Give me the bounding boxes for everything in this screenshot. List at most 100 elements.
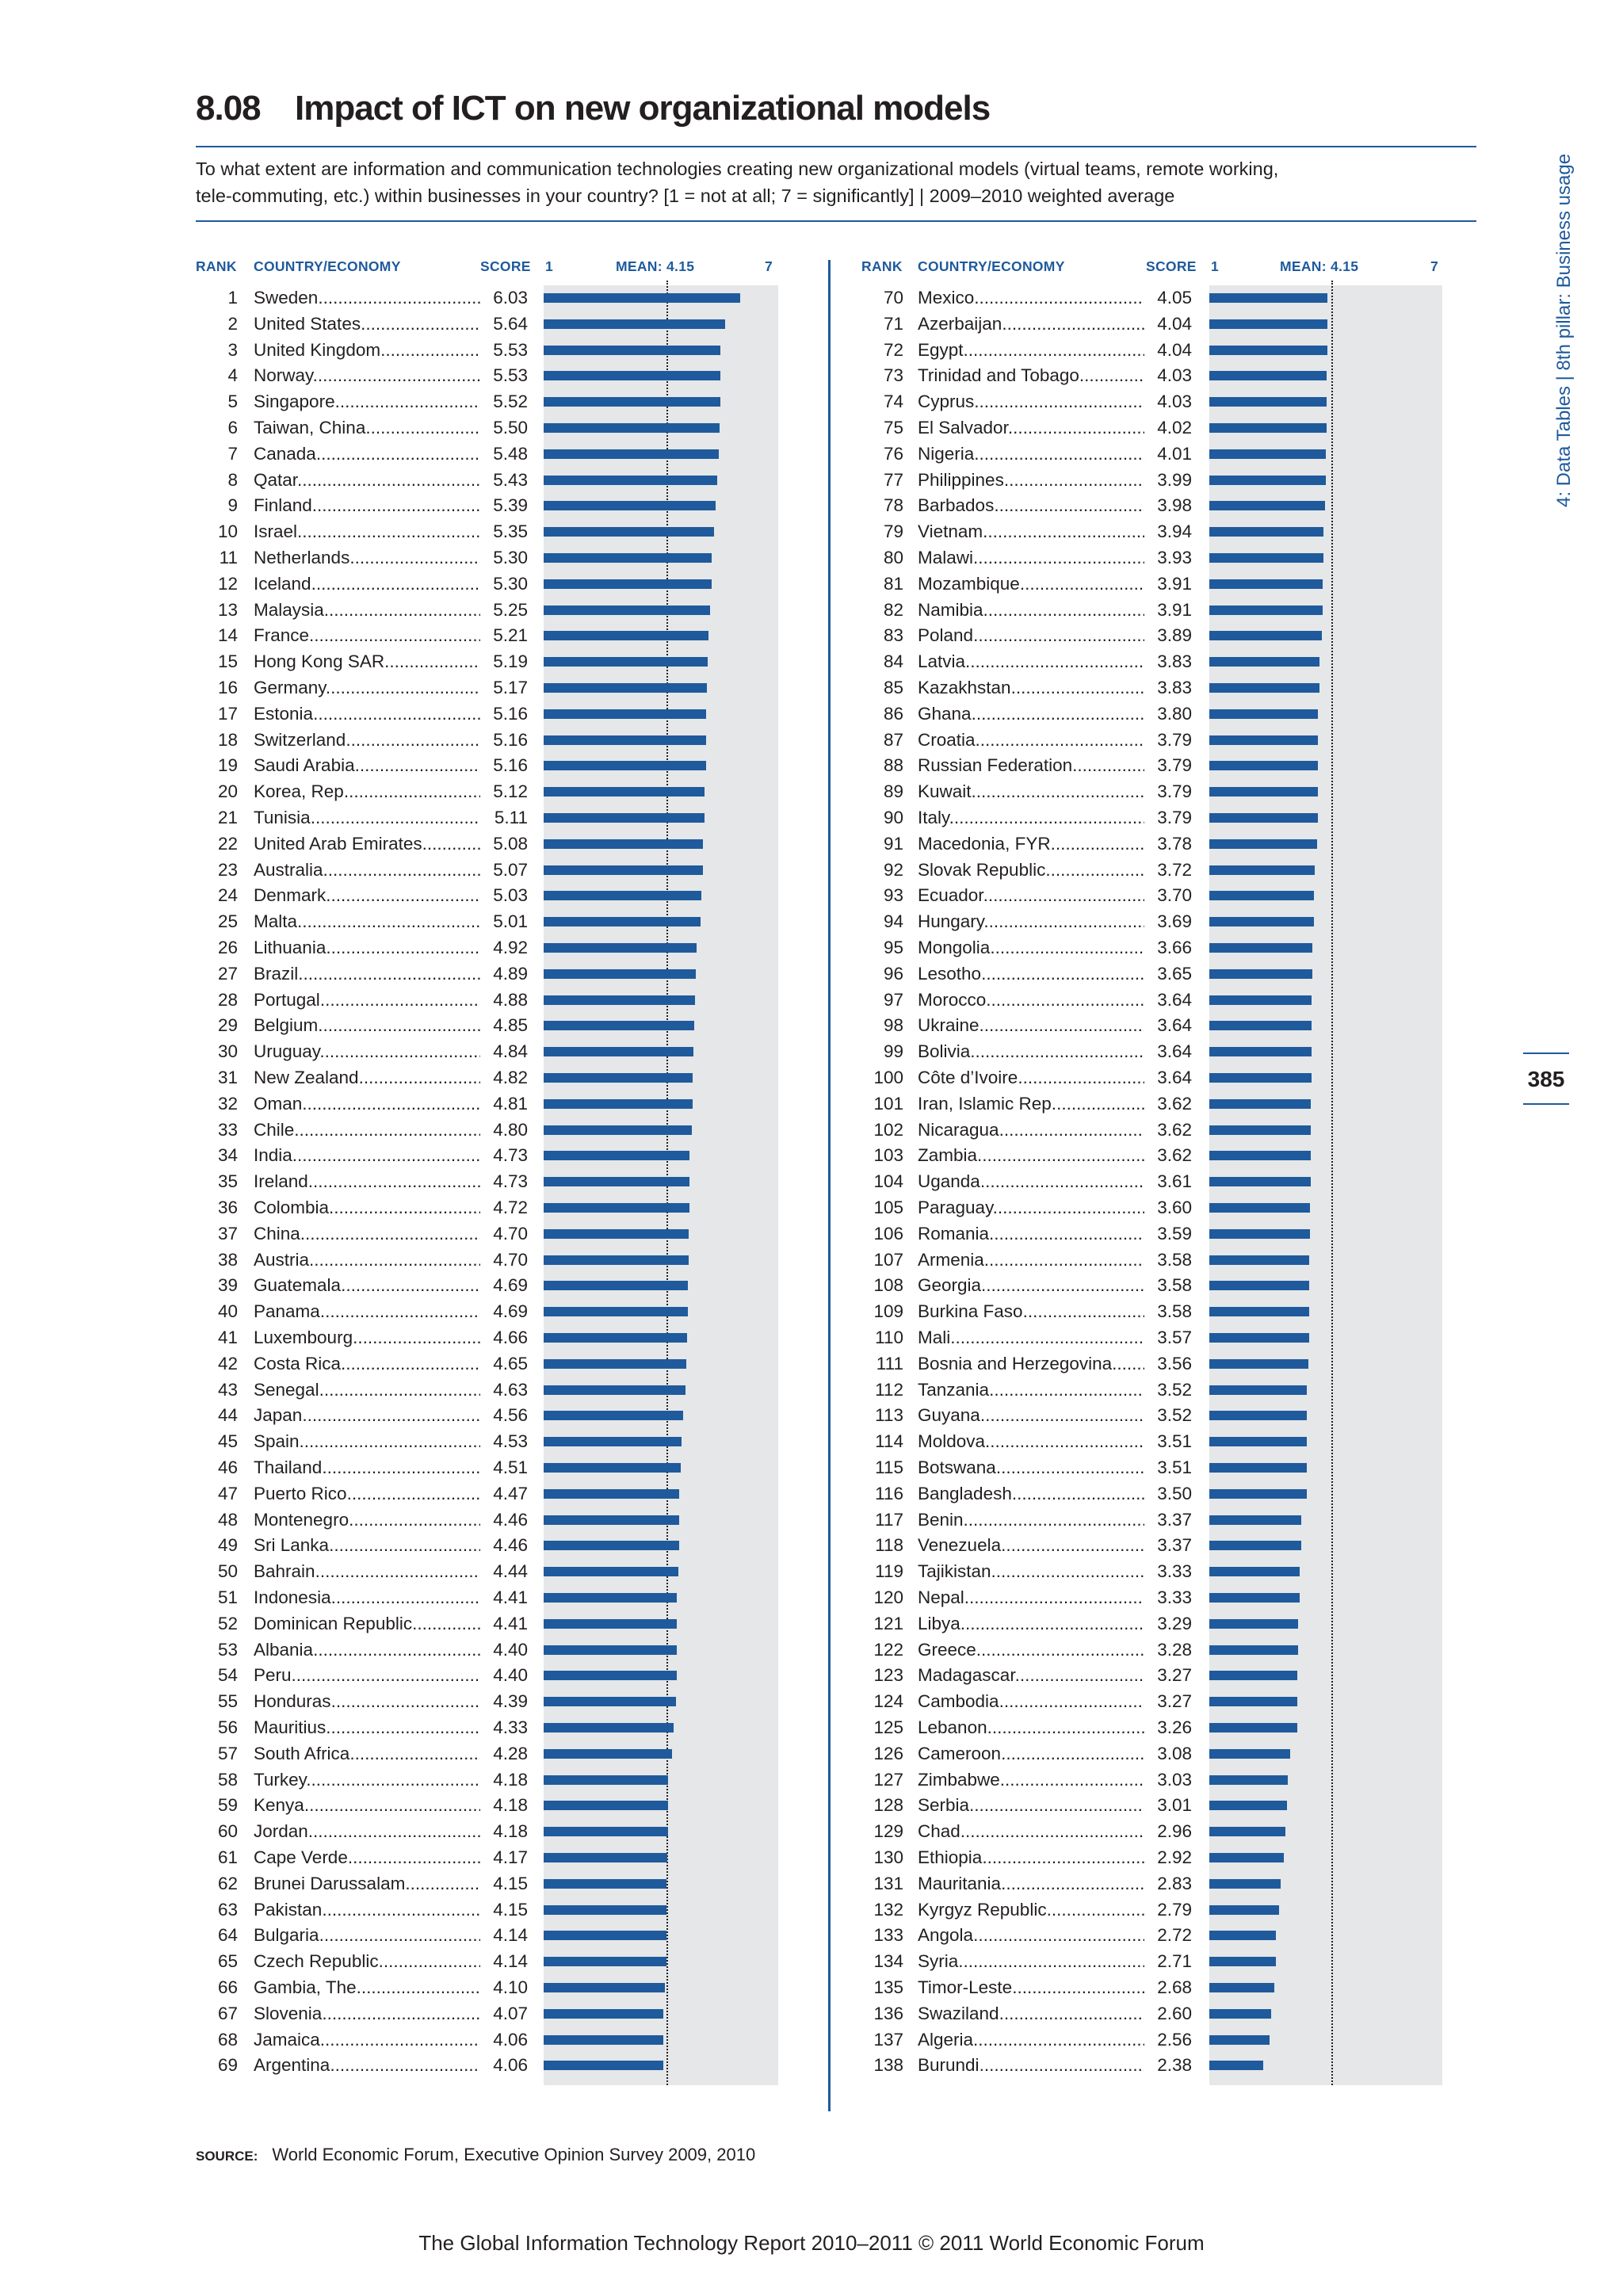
score-bar [1209,1827,1286,1837]
score-cell: 4.53 [480,1428,528,1455]
leader-dots: ........................................… [973,548,1148,567]
rank-cell: 28 [217,989,238,1010]
rank-cell: 93 [883,885,903,906]
table-row: 132 Kyrgyz Republic......................… [0,1896,1623,1923]
table-row: 131 Mauritania...........................… [0,1870,1623,1897]
score-cell: 3.64 [1144,986,1192,1013]
rank-cell: 21 [217,808,238,827]
country-cell: South Africa............................… [254,1740,483,1767]
page-number-rule-bottom [1523,1103,1569,1105]
country-cell: Norway..................................… [254,362,483,388]
score-bar [1209,527,1324,537]
score-bar [544,1904,667,1915]
score-cell: 4.39 [480,1688,528,1715]
table-row: 88 Russian Federation....................… [0,752,1623,779]
leader-dots: ........................................… [307,1821,483,1842]
rank-cell: 8 [227,469,238,490]
rank-cell: 121 [873,1613,903,1633]
leader-dots: ........................................… [999,1691,1148,1712]
column-divider [828,260,831,2111]
leader-dots: ........................................… [982,1847,1148,1867]
rank-cell: 39 [217,1275,238,1296]
rank-cell: 111 [876,1353,903,1373]
rank-cell: 134 [873,1951,903,1972]
leader-dots: ........................................… [349,1509,483,1530]
country-cell: Portugal................................… [254,987,483,1013]
table-row: 14 France................................… [0,622,1623,649]
score-cell: 3.51 [1144,1428,1192,1455]
country-name: Chad [918,1821,960,1842]
table-row: 4 Norway.................................… [0,362,1623,389]
country-name: Sweden [254,288,319,308]
score-bar [1209,943,1313,953]
leader-dots: ........................................… [322,2003,483,2023]
table-row: 38 Austria...............................… [0,1246,1623,1273]
score-cell: 2.68 [1144,1974,1192,2000]
leader-dots: ........................................… [341,1353,483,1373]
score-cell: 3.78 [1144,830,1192,857]
country-name: Ecuador [918,885,983,906]
leader-dots: ........................................… [960,1613,1148,1633]
score-cell: 4.03 [1144,388,1192,415]
score-cell: 3.29 [1144,1610,1192,1637]
score-bar [1209,1307,1310,1317]
country-cell: Burundi.................................… [918,2052,1148,2078]
country-name: Guatemala [254,1275,342,1296]
table-row: 54 Peru..................................… [0,1662,1623,1689]
score-cell: 4.65 [480,1350,528,1377]
country-cell: Honduras................................… [254,1688,483,1714]
rank-cell: 15 [217,651,238,672]
table-row: 28 Portugal..............................… [0,986,1623,1013]
score-bar [544,1281,689,1291]
table-row: 71 Azerbaijan............................… [0,310,1623,337]
rank-cell: 126 [873,1743,903,1763]
country-cell: Australia...............................… [254,857,483,883]
rank-cell: 100 [873,1068,903,1087]
score-cell: 5.35 [480,518,528,545]
score-bar [1209,1047,1312,1057]
table-number: 8.08 [196,89,262,128]
country-cell: Pakistan................................… [254,1897,483,1923]
score-bar [544,501,716,511]
country-name: China [254,1223,300,1244]
score-cell: 2.92 [1144,1844,1192,1870]
mean-line [1331,281,1334,2086]
score-cell: 3.50 [1144,1480,1192,1507]
country-name: Saudi Arabia [254,755,355,776]
rank-cell: 69 [217,2055,238,2076]
country-name: Netherlands [254,548,350,567]
country-cell: Mexico..................................… [918,285,1148,311]
leader-dots: ........................................… [1003,469,1148,490]
country-cell: Austria.................................… [254,1247,483,1273]
score-cell: 5.08 [480,830,528,857]
score-cell: 3.01 [1144,1792,1192,1819]
score-bar [544,475,717,485]
score-bar [544,1203,689,1213]
country-cell: Panama..................................… [254,1298,483,1324]
rank-cell: 46 [217,1457,238,1477]
country-name: Ethiopia [918,1847,983,1867]
score-bar [1209,1437,1307,1447]
rank-cell: 51 [217,1587,238,1607]
table-row: 47 Puerto Rico...........................… [0,1480,1623,1507]
country-cell: Timor-Leste.............................… [918,1974,1148,2000]
country-cell: Philippines.............................… [918,467,1148,493]
leader-dots: ........................................… [976,1639,1148,1660]
country-cell: Italy...................................… [918,804,1148,831]
source-note: SOURCE: World Economic Forum, Executive O… [196,2145,755,2165]
score-cell: 5.11 [480,804,528,831]
rank-cell: 131 [873,1873,903,1893]
country-name: Qatar [254,469,298,490]
score-bar [544,943,697,953]
score-bar [1209,1957,1276,1967]
rank-cell: 82 [883,599,903,620]
leader-dots: ........................................… [302,1405,483,1426]
score-bar [544,1775,668,1785]
table-row: 49 Sri Lanka.............................… [0,1532,1623,1559]
score-cell: 4.89 [480,960,528,987]
score-bar [544,1931,666,1941]
table-row: 69 Argentina.............................… [0,2052,1623,2079]
leader-dots: ........................................… [980,1405,1148,1426]
rank-cell: 25 [217,911,238,932]
leader-dots: ........................................… [326,938,483,957]
